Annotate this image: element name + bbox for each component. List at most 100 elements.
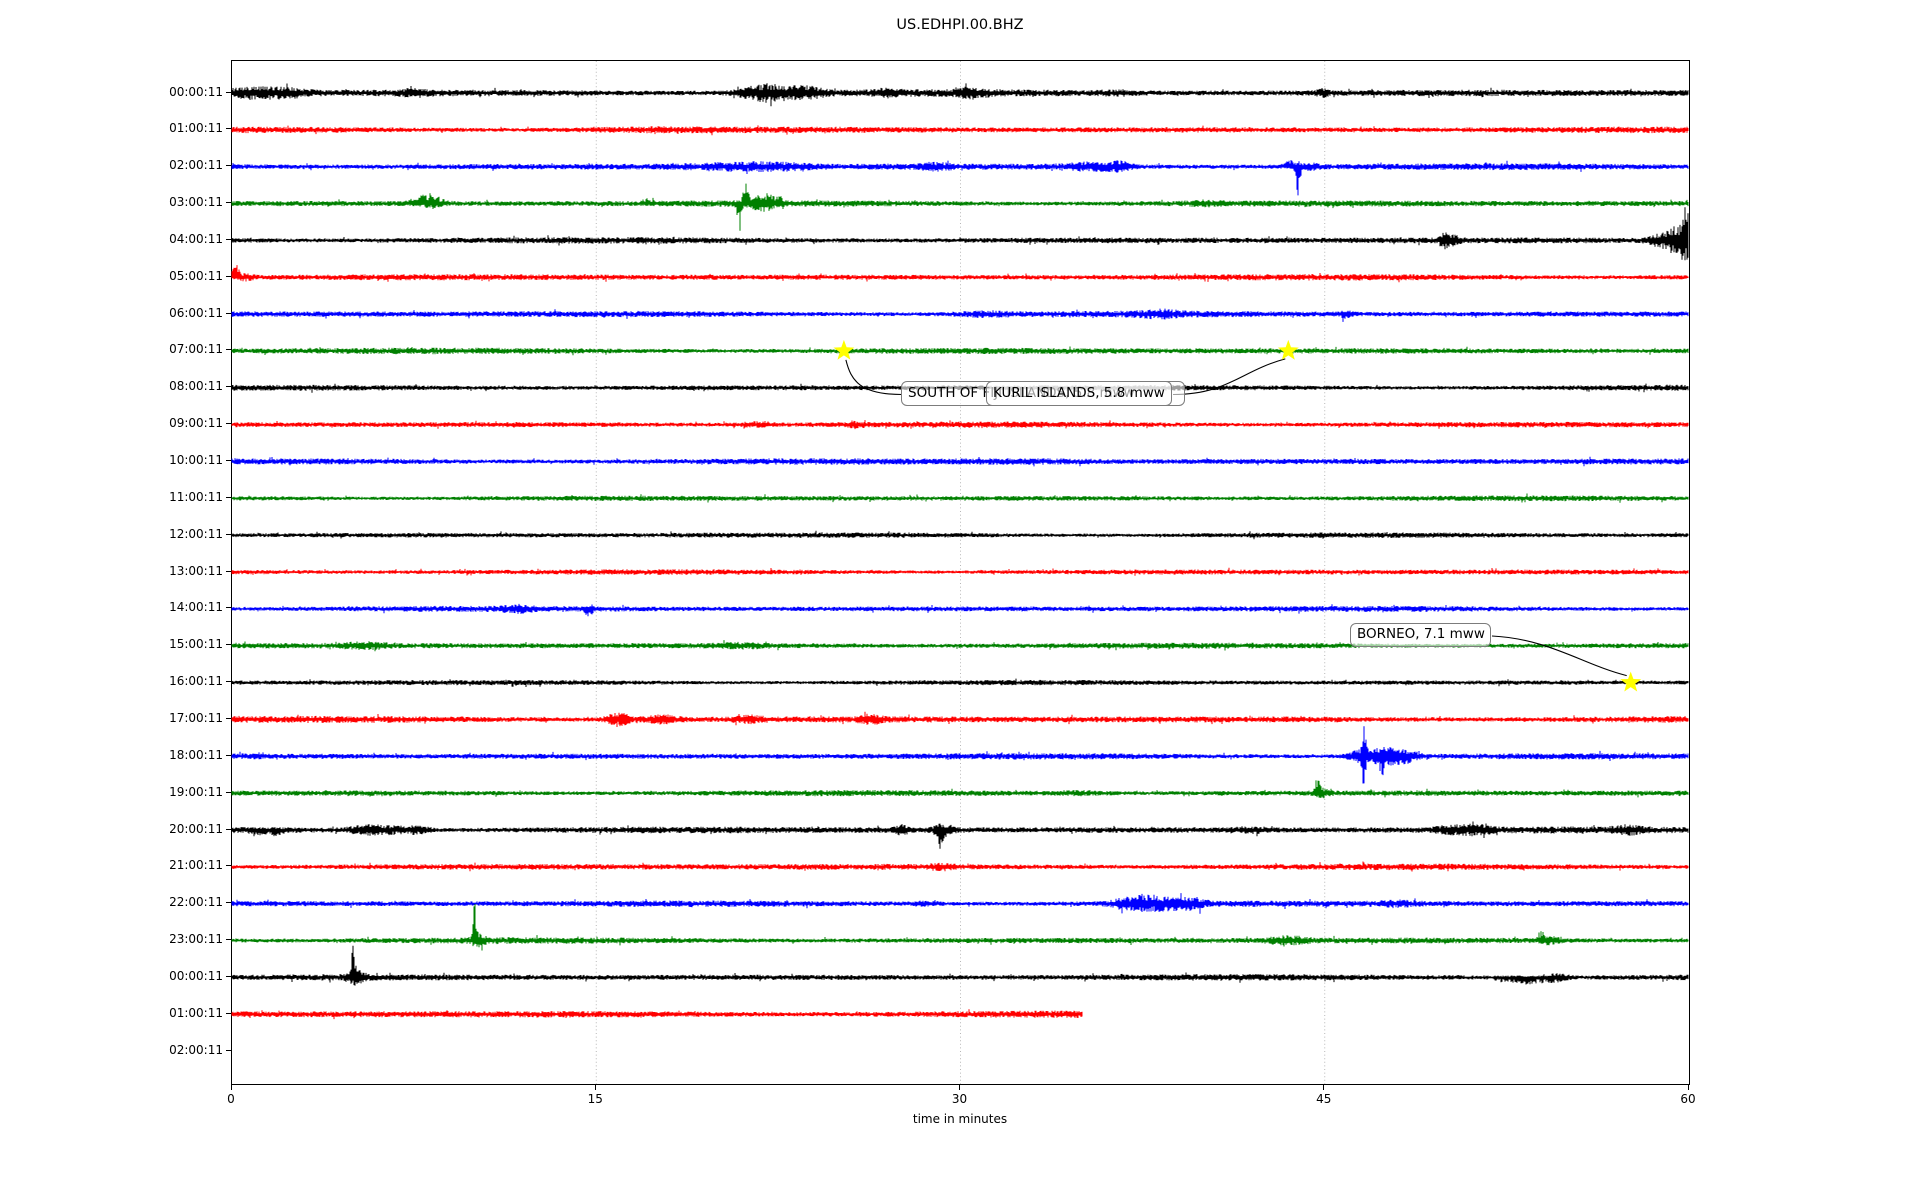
y-tick-label-6: 06:00:11 — [169, 305, 223, 320]
event-connector-kuril-islands — [1172, 358, 1286, 396]
x-tick-label-60: 60 — [1680, 1092, 1696, 1106]
y-tick-mark — [226, 828, 231, 830]
y-tick-mark — [226, 607, 231, 609]
y-tick-label-21: 21:00:11 — [169, 858, 223, 873]
y-tick-label-10: 10:00:11 — [169, 453, 223, 467]
x-tick-mark — [230, 1085, 232, 1090]
x-tick-mark — [594, 1085, 596, 1090]
y-tick-mark — [226, 386, 231, 388]
trace-row-14-140011 — [231, 603, 1689, 617]
y-tick-label-23: 23:00:11 — [169, 932, 223, 947]
y-tick-mark — [226, 423, 231, 425]
trace-row-10-100011 — [231, 456, 1689, 467]
y-tick-label-16: 16:00:11 — [169, 674, 223, 689]
trace-row-6-060011 — [231, 308, 1689, 322]
y-tick-mark — [226, 754, 231, 756]
event-label-kuril-islands: KURIL ISLANDS, 5.8 mww — [986, 381, 1172, 406]
x-tick-label-30: 30 — [951, 1092, 968, 1106]
trace-row-4-040011 — [231, 207, 1689, 261]
x-tick-label-0: 0 — [227, 1092, 235, 1106]
y-tick-label-26: 02:00:11 — [169, 1042, 223, 1057]
x-tick-mark — [959, 1085, 960, 1090]
y-tick-label-25: 01:00:11 — [169, 1005, 223, 1020]
trace-row-12-120011 — [231, 530, 1689, 540]
y-tick-mark — [226, 717, 231, 719]
y-tick-label-1: 01:00:11 — [169, 121, 223, 136]
y-tick-mark — [226, 312, 231, 314]
plot-area — [231, 60, 1690, 1085]
y-tick-label-0: 00:00:11 — [169, 84, 223, 99]
y-tick-label-19: 19:00:11 — [169, 784, 223, 799]
y-tick-label-8: 08:00:11 — [169, 379, 223, 394]
trace-row-7-070011 — [231, 346, 1689, 356]
y-tick-label-18: 18:00:11 — [169, 747, 223, 762]
y-tick-mark — [226, 533, 231, 535]
y-tick-mark — [226, 1049, 231, 1051]
chart-title: US.EDHPI.00.BHZ — [896, 17, 1024, 33]
x-tick-mark — [1687, 1085, 1689, 1090]
y-tick-mark — [226, 202, 231, 204]
y-tick-label-2: 02:00:11 — [169, 158, 223, 173]
y-tick-mark — [226, 165, 231, 167]
y-tick-mark — [226, 791, 231, 793]
y-tick-mark — [226, 644, 231, 646]
y-tick-mark — [226, 865, 231, 867]
y-tick-label-9: 09:00:11 — [169, 416, 223, 431]
y-tick-label-5: 05:00:11 — [169, 268, 223, 283]
y-tick-mark — [226, 238, 231, 240]
y-tick-label-15: 15:00:11 — [169, 637, 223, 652]
x-tick-label-15: 15 — [587, 1092, 603, 1106]
trace-row-22-220011 — [231, 893, 1689, 914]
y-tick-label-11: 11:00:11 — [169, 489, 223, 504]
y-tick-label-12: 12:00:11 — [169, 526, 223, 541]
y-tick-label-17: 17:00:11 — [169, 710, 223, 725]
trace-row-23-230011 — [231, 904, 1689, 951]
y-tick-label-4: 04:00:11 — [169, 231, 223, 246]
y-tick-mark — [226, 975, 231, 977]
trace-row-11-110011 — [231, 493, 1689, 503]
y-tick-mark — [226, 91, 231, 93]
event-connector-south-of-fiji-islands — [845, 359, 903, 396]
y-tick-label-13: 13:00:11 — [169, 563, 223, 578]
y-tick-label-24: 00:00:11 — [169, 968, 223, 983]
y-tick-mark — [226, 570, 231, 572]
x-axis-label: time in minutes — [912, 1112, 1008, 1126]
event-label-borneo: BORNEO, 7.1 mww — [1350, 623, 1491, 647]
event-star-kuril-islands — [1277, 339, 1299, 360]
trace-row-24-000011 — [231, 945, 1689, 986]
y-tick-mark — [226, 681, 231, 683]
y-tick-label-7: 07:00:11 — [169, 342, 223, 357]
y-tick-mark — [226, 496, 231, 498]
event-connector-borneo — [1491, 635, 1627, 677]
trace-row-25-010011 — [231, 1009, 1083, 1020]
seismogram-canvas — [231, 61, 1689, 1084]
trace-row-17-170011 — [231, 711, 1689, 727]
y-tick-mark — [226, 902, 231, 904]
trace-row-18-180011 — [231, 726, 1689, 784]
trace-row-1-010011 — [231, 125, 1689, 136]
y-tick-mark — [226, 460, 231, 461]
y-tick-label-20: 20:00:11 — [169, 821, 223, 836]
y-tick-mark — [226, 275, 231, 277]
y-tick-mark — [226, 128, 231, 130]
event-star-south-of-fiji-islands — [833, 339, 855, 360]
trace-row-5-050011 — [231, 265, 1689, 283]
y-tick-mark — [226, 1012, 231, 1014]
trace-row-2-020011 — [231, 160, 1689, 196]
trace-row-20-200011 — [231, 821, 1689, 849]
event-star-borneo — [1620, 671, 1642, 692]
y-tick-label-22: 22:00:11 — [169, 895, 223, 910]
trace-row-13-130011 — [231, 567, 1689, 576]
trace-row-3-030011 — [231, 183, 1689, 231]
y-tick-mark — [226, 939, 231, 941]
x-tick-mark — [1323, 1085, 1325, 1090]
trace-row-0-000011 — [231, 83, 1689, 107]
trace-row-21-210011 — [231, 861, 1689, 872]
trace-row-19-190011 — [231, 780, 1689, 799]
x-tick-label-45: 45 — [1316, 1092, 1332, 1106]
y-tick-mark — [226, 349, 231, 351]
trace-row-9-090011 — [231, 420, 1689, 430]
y-tick-label-14: 14:00:11 — [169, 600, 223, 615]
trace-row-16-160011 — [231, 678, 1689, 687]
y-tick-label-3: 03:00:11 — [169, 195, 223, 210]
